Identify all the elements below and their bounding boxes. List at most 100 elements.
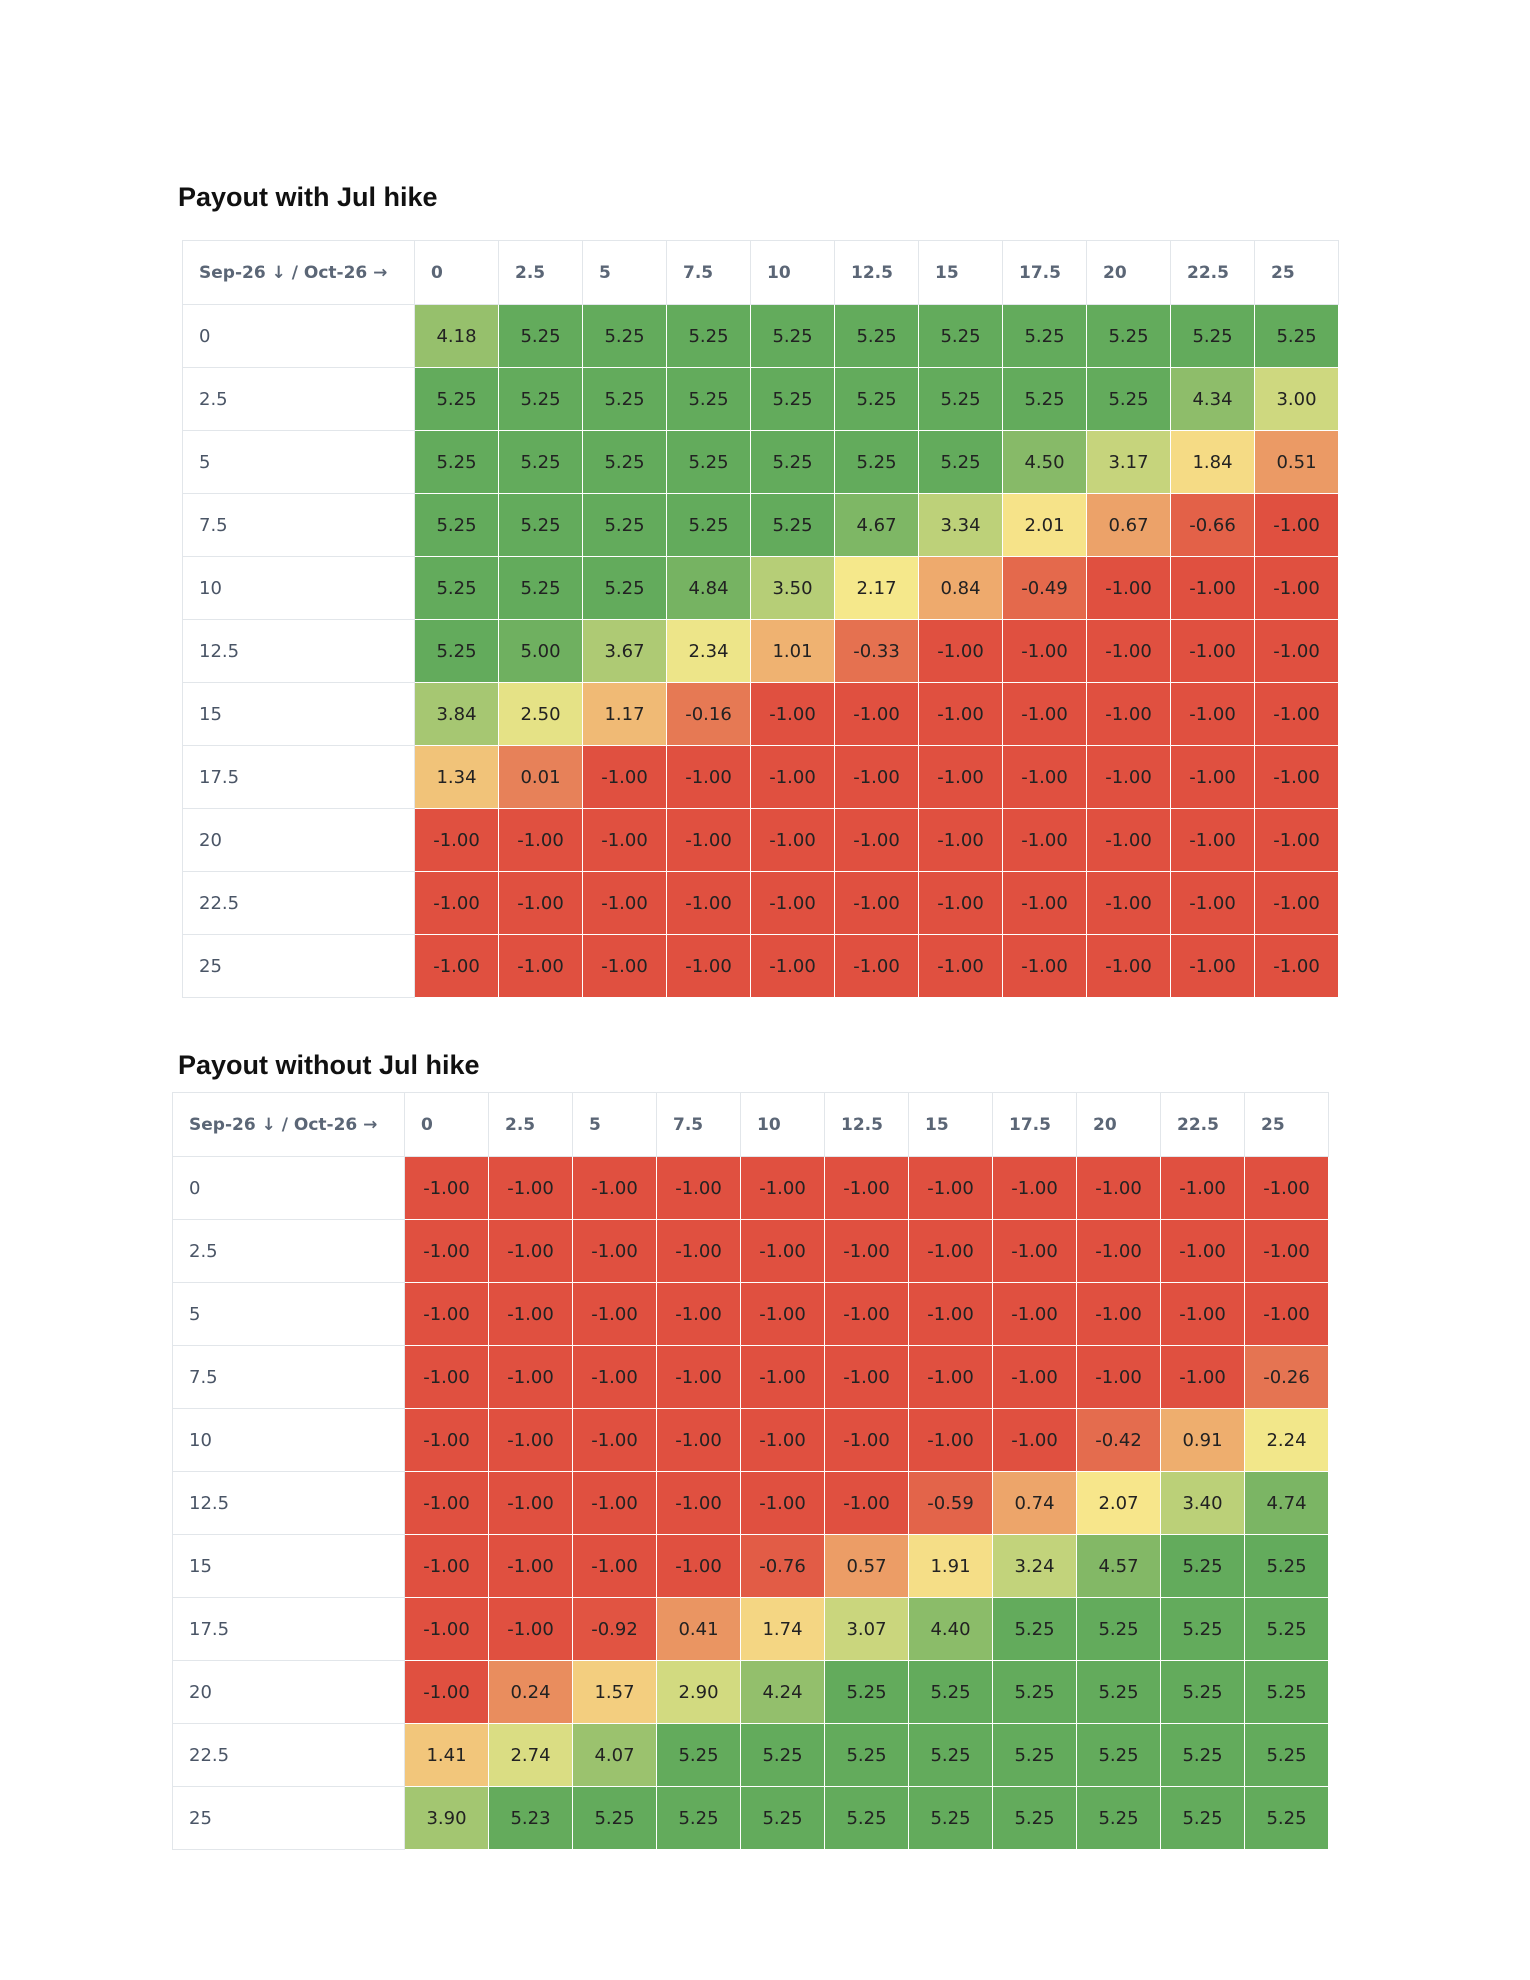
heat-cell: -1.00 [488,1282,573,1346]
column-header: 5 [582,240,667,305]
heat-cell: 1.41 [404,1723,489,1787]
heat-cell: 5.25 [1076,1597,1161,1661]
header-row: Sep-26 ↓ / Oct-26 → 0 2.5 5 7.5 10 12.5 15 17.5 2… [172,1092,1329,1157]
heat-cell: 5.25 [824,1660,909,1724]
row-label: 7.5 [182,493,415,557]
heat-cell: -0.76 [740,1534,825,1598]
column-header: 7.5 [666,240,751,305]
heat-cell: -1.00 [572,1471,657,1535]
heat-cell: -1.00 [992,1156,1077,1220]
heat-cell: -0.16 [666,682,751,746]
section-title-without-hike: Payout without Jul hike [178,1050,480,1080]
heat-cell: -1.00 [1254,808,1339,872]
heat-cell: -1.00 [572,1156,657,1220]
row-label: 17.5 [172,1597,405,1661]
table-row: 17.5 -1.00 -1.00 -0.92 0.41 1.74 3.07 4.40 5.25 5… [172,1597,1329,1661]
heat-cell: 4.57 [1076,1534,1161,1598]
heat-cell: -1.00 [1254,682,1339,746]
heat-cell: 0.57 [824,1534,909,1598]
heat-cell: 5.25 [750,430,835,494]
row-label: 25 [182,934,415,998]
heat-cell: -0.66 [1170,493,1255,557]
heat-cell: 5.25 [498,493,583,557]
heat-cell: -1.00 [572,1345,657,1409]
heat-cell: 5.25 [414,430,499,494]
row-label: 2.5 [182,367,415,431]
heat-cell: 5.25 [414,493,499,557]
column-header: 12.5 [824,1092,909,1157]
heat-cell: -1.00 [1002,808,1087,872]
heat-cell: 1.57 [572,1660,657,1724]
heat-cell: -1.00 [740,1219,825,1283]
heat-cell: 5.25 [834,304,919,368]
heat-cell: 5.25 [1160,1723,1245,1787]
heat-cell: -1.00 [572,1408,657,1472]
heat-cell: -1.00 [1160,1282,1245,1346]
heat-cell: -0.42 [1076,1408,1161,1472]
heat-cell: 5.25 [918,304,1003,368]
heat-cell: 0.74 [992,1471,1077,1535]
heat-cell: -1.00 [834,682,919,746]
row-label: 15 [182,682,415,746]
heat-cell: -1.00 [488,1345,573,1409]
heat-cell: 3.24 [992,1534,1077,1598]
heat-cell: 2.74 [488,1723,573,1787]
table-row: 7.5 5.25 5.25 5.25 5.25 5.25 4.67 3.34 2.01 0.67-… [182,493,1339,557]
heat-cell: 5.25 [1076,1660,1161,1724]
heat-cell: 5.25 [1160,1534,1245,1598]
heat-cell: 5.25 [582,430,667,494]
heat-cell: -1.00 [992,1282,1077,1346]
heat-cell: -1.00 [908,1408,993,1472]
heat-cell: 5.25 [1076,1786,1161,1850]
table-row: 5 5.25 5.25 5.25 5.25 5.25 5.25 5.25 4.50 3.17 1.8… [182,430,1339,494]
column-header: 10 [740,1092,825,1157]
table-row: 5 -1.00 -1.00 -1.00 -1.00 -1.00 -1.00 -1.00 -1.0… [172,1282,1329,1346]
heat-cell: -1.00 [488,1408,573,1472]
heat-cell: -1.00 [656,1219,741,1283]
heat-cell: -1.00 [1244,1219,1329,1283]
heat-cell: 2.17 [834,556,919,620]
heat-cell: 4.40 [908,1597,993,1661]
column-header: 10 [750,240,835,305]
table-row: 12.5 5.25 5.00 3.67 2.34 1.01 -0.33 -1.00 -1.00-… [182,619,1339,683]
row-label: 22.5 [172,1723,405,1787]
heat-cell: -1.00 [834,808,919,872]
heat-cell: 1.34 [414,745,499,809]
column-header: 15 [908,1092,993,1157]
heat-cell: -1.00 [824,1156,909,1220]
heat-cell: -0.59 [908,1471,993,1535]
heat-cell: 5.25 [1244,1660,1329,1724]
row-label: 5 [172,1282,405,1346]
payout-table-with-hike: Sep-26 ↓ / Oct-26 → 0 2.5 5 7.5 10 12.5 15 17.5 2… [182,240,1339,998]
heat-cell: -1.00 [1170,619,1255,683]
heat-cell: 5.25 [498,304,583,368]
heat-cell: -1.00 [740,1345,825,1409]
column-header: 12.5 [834,240,919,305]
heat-cell: 2.24 [1244,1408,1329,1472]
heatmap-without-hike: Sep-26 ↓ / Oct-26 → 0 2.5 5 7.5 10 12.5 15 17.5 2… [172,1092,1329,1850]
heat-cell: 0.91 [1160,1408,1245,1472]
heat-cell: 4.50 [1002,430,1087,494]
heat-cell: -1.00 [666,808,751,872]
table-row: 15 3.84 2.50 1.17 -0.16 -1.00 -1.00 -1.00 -1.00-… [182,682,1339,746]
heat-cell: -1.00 [1160,1156,1245,1220]
heat-cell: -1.00 [918,808,1003,872]
heat-cell: -1.00 [404,1408,489,1472]
heat-cell: -1.00 [908,1345,993,1409]
heat-cell: 0.84 [918,556,1003,620]
heat-cell: 5.25 [582,304,667,368]
heat-cell: 5.25 [1086,367,1171,431]
heat-cell: 5.25 [918,430,1003,494]
heat-cell: 5.25 [666,493,751,557]
heat-cell: -1.00 [414,934,499,998]
row-label: 15 [172,1534,405,1598]
heat-cell: 5.25 [498,556,583,620]
heat-cell: -1.00 [656,1408,741,1472]
row-label: 0 [172,1156,405,1220]
row-label: 5 [182,430,415,494]
heat-cell: -1.00 [740,1282,825,1346]
heat-cell: 2.90 [656,1660,741,1724]
table-row: 22.5 -1.00 -1.00 -1.00 -1.00 -1.00 -1.00 -1.00-… [182,871,1339,935]
heat-cell: 5.25 [750,367,835,431]
heat-cell: -1.00 [1254,871,1339,935]
